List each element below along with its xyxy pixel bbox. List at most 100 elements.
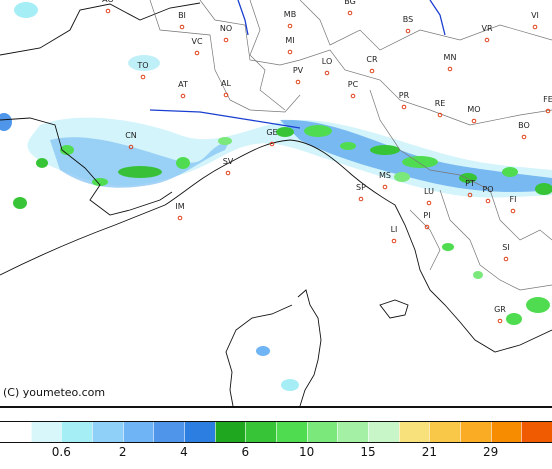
precip-cell (402, 156, 438, 168)
precip-cell (256, 346, 270, 356)
legend-swatch (491, 422, 522, 442)
precip-cell (281, 379, 299, 391)
legend-swatch (61, 422, 92, 442)
precip-cell (276, 127, 294, 137)
city-label: MN (444, 53, 457, 62)
lake-garda (430, 0, 445, 35)
city-label: PO (482, 185, 493, 194)
city-dot (359, 197, 363, 201)
precip-cell (13, 197, 27, 209)
city-dot (181, 94, 185, 98)
precip-cell (0, 113, 12, 131)
legend-tick-label: 2 (119, 445, 127, 459)
legend-swatch (153, 422, 184, 442)
city-label: SP (356, 183, 366, 192)
city-label: VC (191, 37, 202, 46)
city-vc: VC (191, 37, 202, 55)
city-dot (402, 105, 406, 109)
city-dot (348, 11, 352, 15)
city-vr: VR (481, 24, 492, 42)
city-dot (106, 9, 110, 13)
city-vi: VI (531, 11, 539, 29)
ligurian-elba-island (380, 300, 408, 318)
city-label: BO (518, 121, 530, 130)
legend-tick-label: 10 (299, 445, 314, 459)
city-dot (224, 38, 228, 42)
city-at: AT (178, 80, 188, 98)
city-label: LU (424, 187, 434, 196)
legend-tick-label: 0.6 (52, 445, 71, 459)
city-dot (533, 25, 537, 29)
precip-cell (473, 271, 483, 279)
city-lo: LO (322, 57, 332, 75)
city-dot (448, 67, 452, 71)
city-dot (392, 239, 396, 243)
city-no: NO (220, 24, 232, 42)
city-bi: BI (178, 11, 186, 29)
precip-cell (370, 145, 400, 155)
city-label: NO (220, 24, 232, 33)
city-label: AT (178, 80, 188, 89)
city-dot (427, 201, 431, 205)
legend-swatch (31, 422, 62, 442)
city-li: LI (391, 225, 398, 243)
region-border (300, 0, 552, 50)
precip-cell (526, 297, 550, 313)
city-label: PR (399, 91, 410, 100)
city-label: BG (344, 0, 356, 6)
precip-cell (14, 2, 38, 18)
city-to: TO (136, 61, 148, 79)
city-label: VR (481, 24, 492, 33)
precip-cell (506, 313, 522, 325)
region-border (440, 190, 552, 290)
lake-maggiore (238, 0, 248, 35)
legend-swatch (368, 422, 399, 442)
city-label: CR (366, 55, 378, 64)
city-lu: LU (424, 187, 434, 205)
city-pv: PV (293, 66, 304, 84)
city-mb: MB (284, 10, 296, 28)
city-label: FE (543, 95, 552, 104)
city-dot (498, 319, 502, 323)
city-pr: PR (399, 91, 410, 109)
copyright-text: (C) youmeteo.com (3, 386, 105, 399)
city-dot (195, 51, 199, 55)
precip-cell (176, 157, 190, 169)
city-im: IM (175, 202, 184, 220)
city-label: PT (465, 179, 475, 188)
legend-tick-label: 29 (483, 445, 498, 459)
city-dot (296, 80, 300, 84)
city-label: PC (348, 80, 359, 89)
region-border (150, 0, 300, 112)
city-label: FI (510, 195, 517, 204)
city-pi: PI (423, 211, 430, 229)
precip-cell (118, 166, 162, 178)
legend-swatch (92, 422, 123, 442)
legend-swatch (521, 422, 552, 442)
city-bo: BO (518, 121, 530, 139)
city-dot (370, 69, 374, 73)
city-label: PI (423, 211, 430, 220)
city-label: LO (322, 57, 332, 66)
legend-tick-label: 6 (242, 445, 250, 459)
city-label: MB (284, 10, 296, 19)
region-border (250, 0, 285, 110)
city-label: SV (223, 157, 234, 166)
legend-swatch (276, 422, 307, 442)
precip-cell (36, 158, 48, 168)
precip-cell (442, 243, 454, 251)
city-dot (351, 94, 355, 98)
city-sv: SV (223, 157, 234, 175)
city-po: PO (482, 185, 493, 203)
city-cr: CR (366, 55, 378, 73)
legend-color-bar (0, 421, 552, 443)
legend-swatch (399, 422, 430, 442)
city-label: BS (403, 15, 413, 24)
city-label: AL (221, 79, 231, 88)
city-ao: AO (102, 0, 114, 13)
city-dot (485, 38, 489, 42)
city-mo: MO (467, 105, 480, 123)
corsica-coastline (226, 290, 321, 406)
city-label: CN (125, 131, 137, 140)
